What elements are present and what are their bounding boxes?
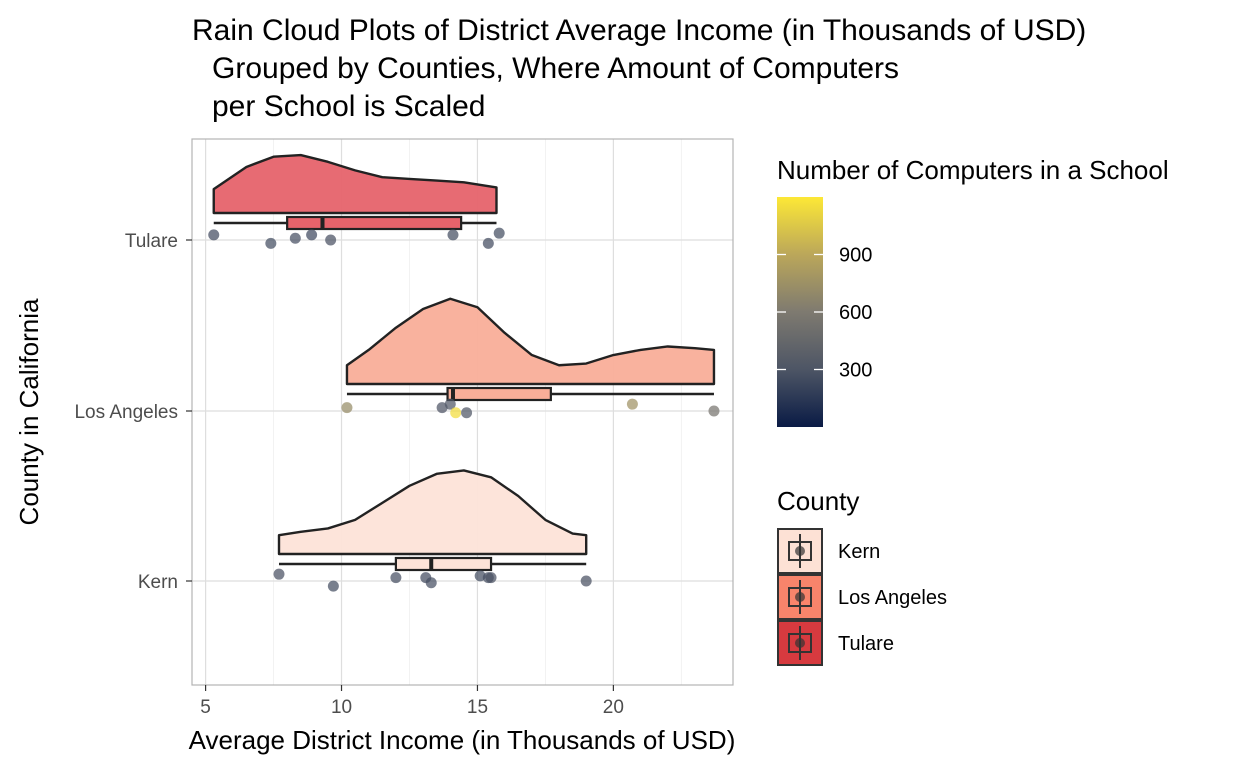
x-axis: 5 10 15 20	[200, 685, 624, 718]
data-point-tulare	[306, 229, 318, 241]
data-point-kern	[485, 572, 497, 584]
raincloud-los-angeles	[341, 297, 720, 419]
colorbar-tick-label: 600	[839, 302, 872, 324]
county-legend-title: County	[777, 486, 859, 516]
data-point-tulare	[289, 232, 301, 244]
plot-panel-border	[191, 138, 734, 686]
data-point-kern	[425, 577, 437, 589]
data-point-tulare	[208, 229, 220, 241]
data-point-kern	[474, 570, 486, 582]
data-point-los-angeles	[461, 407, 473, 419]
x-tick-label: 20	[603, 697, 624, 718]
data-point-los-angeles	[444, 398, 456, 410]
data-point-tulare	[482, 237, 494, 249]
chart-title-line-2: Grouped by Counties, Where Amount of Com…	[212, 52, 899, 85]
density-cloud-kern	[277, 469, 588, 556]
data-point-los-angeles	[626, 398, 638, 410]
data-point-kern	[273, 568, 285, 580]
chart-title-line-1: Rain Cloud Plots of District Average Inc…	[192, 14, 1086, 47]
boxplot-box-los-angeles	[446, 386, 552, 402]
data-point-tulare	[325, 234, 337, 246]
raincloud-tulare	[208, 153, 505, 249]
county-legend: County Kern Los Angeles Tulare	[777, 486, 947, 666]
data-point-tulare	[265, 237, 277, 249]
county-legend-items: Kern Los Angeles Tulare	[777, 528, 947, 666]
raincloud-kern	[273, 469, 592, 592]
data-point-kern	[390, 572, 402, 584]
y-axis: Kern Los Angeles Tulare	[74, 231, 192, 593]
data-point-los-angeles	[341, 402, 353, 414]
y-tick-label: Tulare	[125, 231, 178, 252]
y-axis-title: County in California	[14, 298, 44, 525]
colorbar-tick-label: 300	[839, 360, 872, 382]
data-point-kern	[327, 580, 339, 592]
county-legend-item-los-angeles: Los Angeles	[777, 574, 947, 620]
y-tick-label: Kern	[138, 572, 178, 593]
chart-title: Rain Cloud Plots of District Average Inc…	[192, 14, 1086, 123]
x-tick-label: 15	[467, 697, 488, 718]
boxplot-box-tulare	[286, 215, 463, 231]
color-legend: Number of Computers in a School 300 600 90…	[777, 155, 1169, 427]
data-point-tulare	[493, 227, 505, 239]
legend-key-point	[795, 546, 805, 556]
data-point-tulare	[447, 229, 459, 241]
data-point-los-angeles	[708, 405, 720, 417]
plot-marks	[208, 153, 720, 592]
legend-key-point	[795, 638, 805, 648]
density-cloud-los-angeles	[345, 297, 716, 386]
county-legend-label: Los Angeles	[838, 587, 947, 609]
density-cloud-tulare	[212, 153, 498, 215]
county-legend-label: Tulare	[838, 633, 894, 655]
legend-key-point	[795, 592, 805, 602]
colorbar-tick-label: 900	[839, 245, 872, 267]
county-legend-label: Kern	[838, 541, 880, 563]
legend-key-box	[788, 541, 812, 561]
chart-title-line-3: per School is Scaled	[212, 90, 486, 123]
x-tick-label: 5	[200, 697, 211, 718]
boxplot-box-kern	[394, 556, 493, 572]
x-axis-title: Average District Income (in Thousands of…	[189, 725, 736, 755]
county-legend-item-tulare: Tulare	[777, 620, 894, 666]
data-point-los-angeles	[450, 407, 462, 419]
x-tick-label: 10	[331, 697, 352, 718]
y-tick-label: Los Angeles	[74, 402, 178, 423]
legend-key-box	[788, 633, 812, 653]
data-point-kern	[580, 575, 592, 587]
legend-key-box	[788, 587, 812, 607]
county-legend-item-kern: Kern	[777, 528, 880, 574]
color-legend-ticks: 300 600 900	[777, 245, 872, 382]
color-legend-title: Number of Computers in a School	[777, 155, 1169, 185]
